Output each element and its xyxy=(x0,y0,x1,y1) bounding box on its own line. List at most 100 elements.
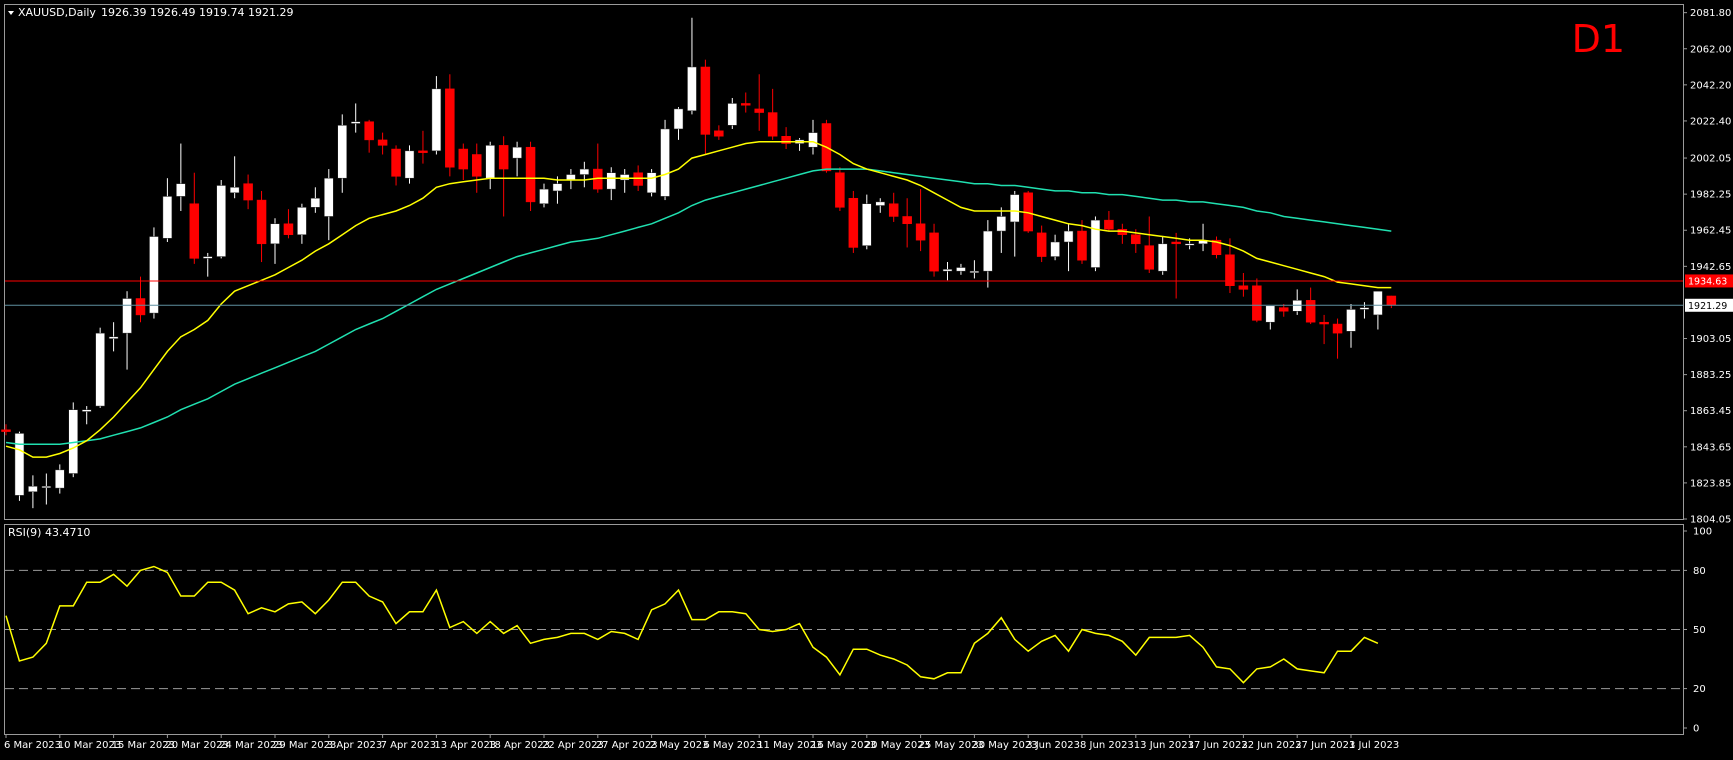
candle-bull xyxy=(404,150,415,179)
timeframe-badge: D1 xyxy=(1572,17,1625,61)
candle-bear xyxy=(243,183,253,201)
candle-bull xyxy=(1359,307,1370,310)
candle-bull xyxy=(297,207,307,235)
candle-bear xyxy=(1332,323,1343,334)
time-tick-label: 27 Jun 2023 xyxy=(1295,740,1355,751)
candle-bear xyxy=(391,148,401,177)
candle-bull xyxy=(350,121,361,124)
candle-bull xyxy=(1373,290,1383,316)
symbol-label: XAUUSD,Daily xyxy=(18,6,96,19)
candle-bear xyxy=(888,203,899,217)
candle-bull xyxy=(969,270,980,273)
candle-bear xyxy=(418,150,428,153)
rsi-axis: 100 80 50 20 0 xyxy=(1683,527,1712,735)
candle-bear xyxy=(633,172,643,186)
rsi-tick-label: 20 xyxy=(1693,684,1706,695)
price-tick-label: 1823.85 xyxy=(1690,478,1731,489)
candle-bull xyxy=(310,197,321,208)
candle-bull xyxy=(983,230,993,272)
candle-bear xyxy=(135,298,146,316)
candle-bull xyxy=(1063,230,1074,243)
candle-bear xyxy=(1319,321,1329,325)
candle-bear xyxy=(525,146,536,203)
candle-bull xyxy=(862,203,872,246)
time-tick-label: 8 Jun 2023 xyxy=(1080,740,1134,751)
rsi-tick-label: 100 xyxy=(1693,527,1712,538)
price-tick-label: 1903.05 xyxy=(1690,334,1731,345)
candle-bear xyxy=(1279,307,1289,312)
candle-bull xyxy=(337,125,347,179)
candle-bear xyxy=(377,139,388,146)
candle-bull xyxy=(687,66,697,111)
price-tick-label: 2002.05 xyxy=(1690,154,1731,165)
candle-bear xyxy=(472,154,482,177)
price-tick-label: 2042.20 xyxy=(1690,80,1731,91)
candle-bear xyxy=(848,197,859,248)
time-tick-label: 27 Apr 2023 xyxy=(596,740,658,751)
candle-bull xyxy=(566,174,576,181)
candle-bull xyxy=(619,174,630,181)
candle-bear xyxy=(445,88,455,168)
candle-bear xyxy=(189,203,200,259)
rsi-tick-label: 0 xyxy=(1693,724,1699,735)
time-tick-label: 11 May 2023 xyxy=(757,740,822,751)
candle-bull xyxy=(1346,309,1356,332)
candle-bear xyxy=(1305,300,1316,323)
time-tick-label: 20 May 2023 xyxy=(865,740,930,751)
current-price-tag-text: 1921.29 xyxy=(1688,301,1727,312)
candle-bear xyxy=(835,172,845,208)
candle-bear xyxy=(741,103,751,106)
candle-bear xyxy=(1131,234,1141,245)
horizontal-level-tag-box xyxy=(1685,274,1733,288)
candle-bear xyxy=(498,145,509,170)
candle-bull xyxy=(122,298,132,334)
candle-bull xyxy=(1090,219,1101,268)
candle-bull xyxy=(579,168,590,175)
price-tick-label: 1804.05 xyxy=(1690,515,1731,526)
price-tick-label: 1962.45 xyxy=(1690,226,1731,237)
candle-bull xyxy=(270,223,280,245)
candle-bear xyxy=(902,216,912,225)
candle-bull xyxy=(808,132,818,148)
candle-bear xyxy=(754,108,764,113)
candle-bull xyxy=(41,486,52,489)
candle-bull xyxy=(55,469,65,489)
candle-bull xyxy=(552,183,563,192)
candle-bull xyxy=(1010,194,1020,223)
ohlc-label: 1926.39 1926.49 1919.74 1921.29 xyxy=(101,6,293,19)
price-tick-label: 1883.25 xyxy=(1690,370,1731,381)
time-tick-label: 7 Apr 2023 xyxy=(381,740,436,751)
candle-bear xyxy=(714,130,724,137)
candle-bull xyxy=(646,172,657,194)
candle-bull xyxy=(108,336,119,339)
time-tick-label: 22 Apr 2023 xyxy=(542,740,604,751)
rsi-label: RSI(9) 43.4710 xyxy=(8,526,90,539)
price-tick-label: 1982.25 xyxy=(1690,190,1731,201)
candle-bear xyxy=(1211,239,1222,256)
time-tick-label: 22 Jun 2023 xyxy=(1241,740,1301,751)
candle-bear xyxy=(283,223,294,235)
time-tick-label: 25 May 2023 xyxy=(919,740,984,751)
rsi-tick-label: 80 xyxy=(1693,566,1706,577)
candle-bull xyxy=(727,103,738,126)
candle-bear xyxy=(1238,285,1249,290)
symbol-dropdown-icon[interactable] xyxy=(8,11,14,15)
candle-bear xyxy=(256,199,267,245)
candle-bear xyxy=(781,136,791,144)
price-tick-label: 2062.00 xyxy=(1690,44,1731,55)
time-tick-label: 1 Jul 2023 xyxy=(1349,740,1399,751)
candle-bull xyxy=(176,183,186,197)
candle-bear xyxy=(1,429,11,432)
current-price-tag: 1921.29 xyxy=(1685,298,1733,312)
time-tick-label: 3 Jun 2023 xyxy=(1026,740,1080,751)
price-axis: 2081.80 2062.00 2042.20 2022.40 2002.05 1982.… xyxy=(1683,8,1731,526)
candle-bull xyxy=(216,185,226,257)
price-pane-border xyxy=(4,4,1684,520)
moving-average-fast-line xyxy=(5,140,1392,458)
candle-bull xyxy=(149,236,159,314)
rsi-tick-label: 50 xyxy=(1693,625,1706,636)
candle-bear xyxy=(1144,245,1154,270)
